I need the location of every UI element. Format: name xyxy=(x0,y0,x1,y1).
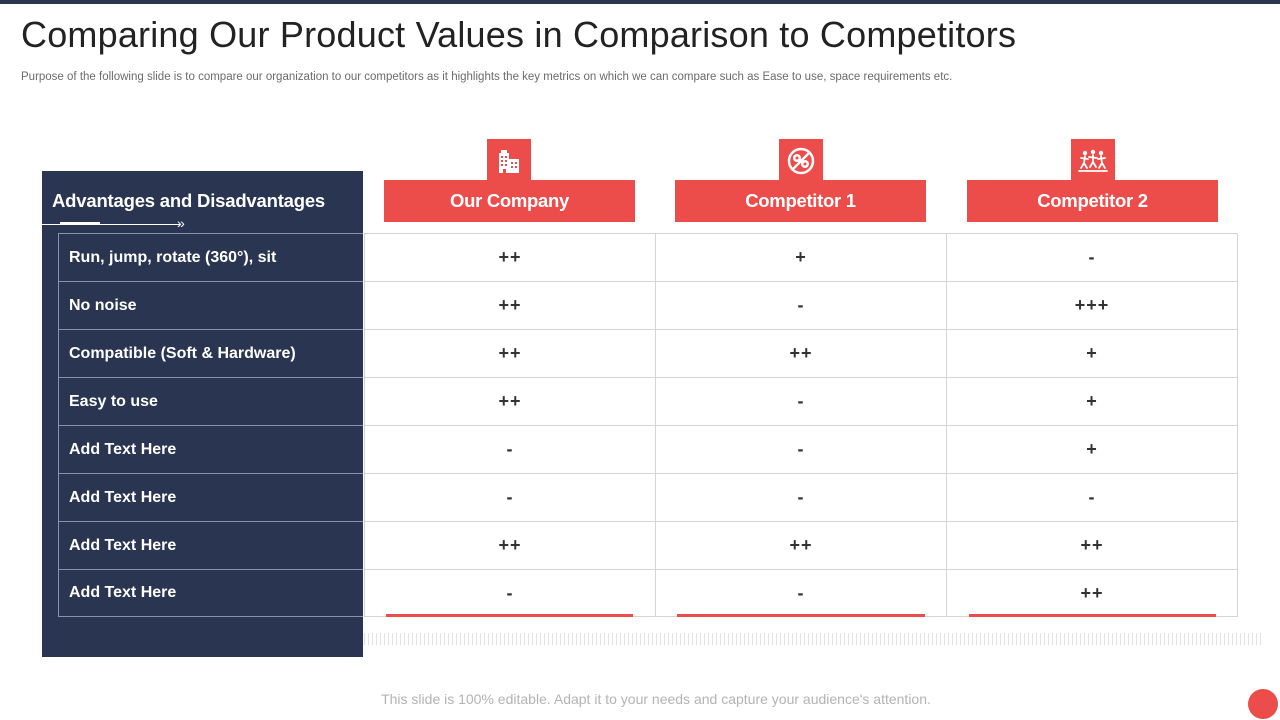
value-cell: + xyxy=(947,426,1238,473)
value-cell: ++ xyxy=(364,522,656,569)
comparison-grid: ++ + - ++ - +++ ++ ++ + ++ - + - - + - -… xyxy=(364,233,1238,617)
criteria-label: Add Text Here xyxy=(58,473,363,521)
value-cell: ++ xyxy=(364,234,656,281)
value-cell: +++ xyxy=(947,282,1238,329)
table-row: ++ + - xyxy=(364,233,1238,281)
criteria-label: Easy to use xyxy=(58,377,363,425)
value-cell: - xyxy=(364,474,656,521)
column-underline xyxy=(386,614,633,617)
value-cell: - xyxy=(656,426,947,473)
value-cell: - xyxy=(364,570,656,616)
column-header-competitor-2: Competitor 2 xyxy=(967,180,1218,222)
building-icon xyxy=(485,137,533,185)
criteria-label: Add Text Here xyxy=(58,521,363,569)
table-row: - - + xyxy=(364,425,1238,473)
value-cell: ++ xyxy=(656,330,947,377)
value-cell: - xyxy=(947,474,1238,521)
footer-note: This slide is 100% editable. Adapt it to… xyxy=(381,691,931,707)
value-cell: ++ xyxy=(364,282,656,329)
table-row: ++ ++ ++ xyxy=(364,521,1238,569)
table-row: ++ - +++ xyxy=(364,281,1238,329)
value-cell: ++ xyxy=(947,570,1238,616)
criteria-list: Run, jump, rotate (360°), sit No noise C… xyxy=(58,233,363,617)
criteria-label: Compatible (Soft & Hardware) xyxy=(58,329,363,377)
criteria-header: Advantages and Disadvantages xyxy=(52,190,326,211)
header-divider-accent xyxy=(60,222,100,225)
value-cell: - xyxy=(656,474,947,521)
column-underline xyxy=(677,614,925,617)
criteria-label: No noise xyxy=(58,281,363,329)
value-cell: ++ xyxy=(947,522,1238,569)
table-row: ++ - + xyxy=(364,377,1238,425)
value-cell: - xyxy=(364,426,656,473)
value-cell: - xyxy=(656,570,947,616)
criteria-label: Add Text Here xyxy=(58,569,363,617)
table-row: - - - xyxy=(364,473,1238,521)
value-cell: + xyxy=(947,330,1238,377)
value-cell: + xyxy=(656,234,947,281)
slide-subtitle: Purpose of the following slide is to com… xyxy=(21,71,953,83)
table-row: ++ ++ + xyxy=(364,329,1238,377)
value-cell: - xyxy=(656,282,947,329)
column-underline xyxy=(969,614,1216,617)
value-cell: + xyxy=(947,378,1238,425)
decorative-hatch xyxy=(364,633,1262,645)
corner-dot xyxy=(1248,689,1278,719)
runners-icon xyxy=(1069,137,1117,185)
value-cell: - xyxy=(656,378,947,425)
criteria-label: Run, jump, rotate (360°), sit xyxy=(58,233,363,281)
header-divider xyxy=(42,224,180,225)
table-row: - - ++ xyxy=(364,569,1238,617)
value-cell: ++ xyxy=(364,330,656,377)
value-cell: ++ xyxy=(656,522,947,569)
criteria-label: Add Text Here xyxy=(58,425,363,473)
value-cell: ++ xyxy=(364,378,656,425)
column-header-competitor-1: Competitor 1 xyxy=(675,180,926,222)
no-gears-icon xyxy=(777,137,825,185)
criteria-panel: Advantages and Disadvantages » Run, jump… xyxy=(42,171,363,657)
value-cell: - xyxy=(947,234,1238,281)
column-header-our-company: Our Company xyxy=(384,180,635,222)
slide-title: Comparing Our Product Values in Comparis… xyxy=(21,14,1017,55)
double-chevron-icon: » xyxy=(177,215,185,231)
top-accent-bar xyxy=(0,0,1280,4)
